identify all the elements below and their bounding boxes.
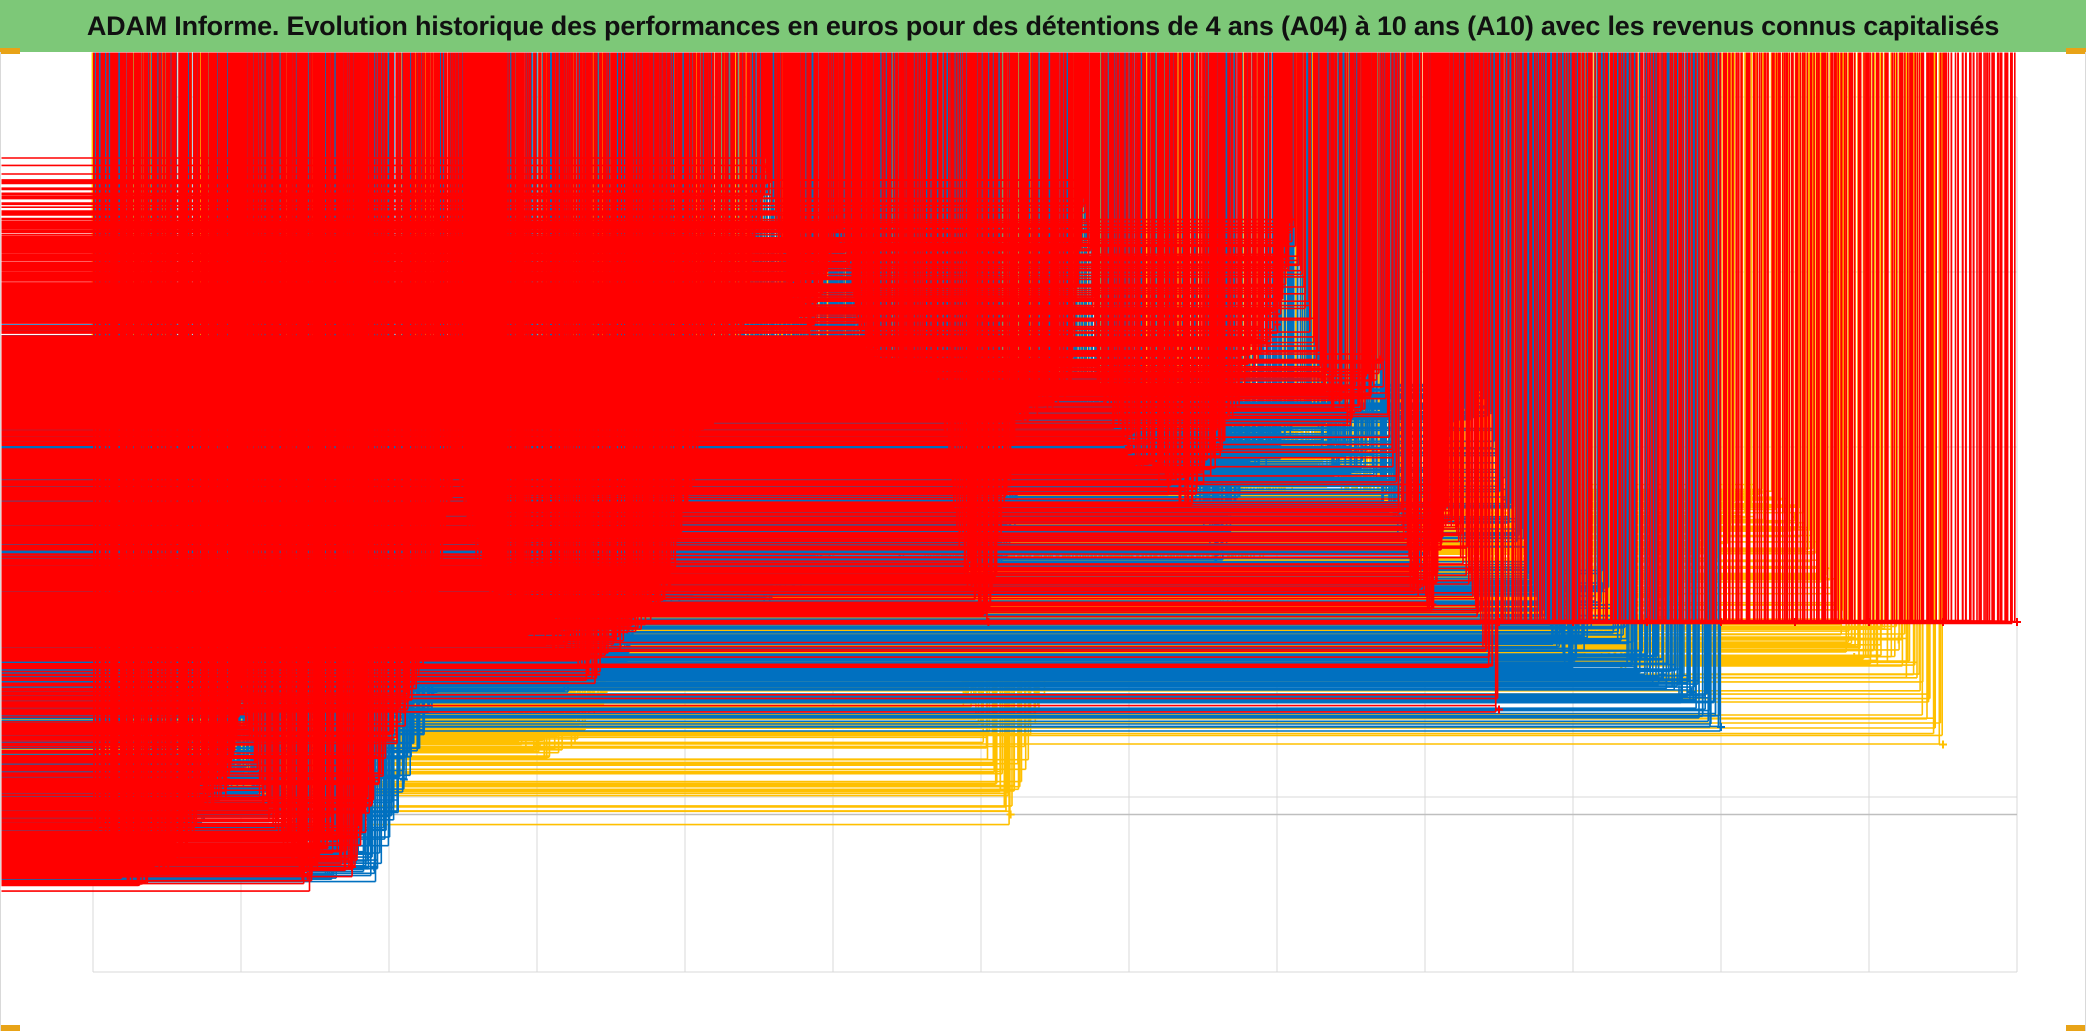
scatter-plot (1, 52, 2021, 973)
chart-frame (0, 52, 2086, 1031)
series-cloud-red-flat (1, 52, 2016, 625)
chart-title: ADAM Informe. Evolution historique des p… (86, 10, 2000, 41)
corner-accent-bottom-left (0, 1025, 20, 1031)
corner-accent-top-left (0, 48, 20, 54)
title-bar: ADAM Informe. Evolution historique des p… (0, 0, 2086, 52)
corner-accent-bottom-right (2066, 1025, 2086, 1031)
point-yellow-30 (1006, 810, 1015, 819)
point-yellow-53 (1939, 740, 1947, 749)
corner-accent-top-right (2066, 48, 2086, 54)
